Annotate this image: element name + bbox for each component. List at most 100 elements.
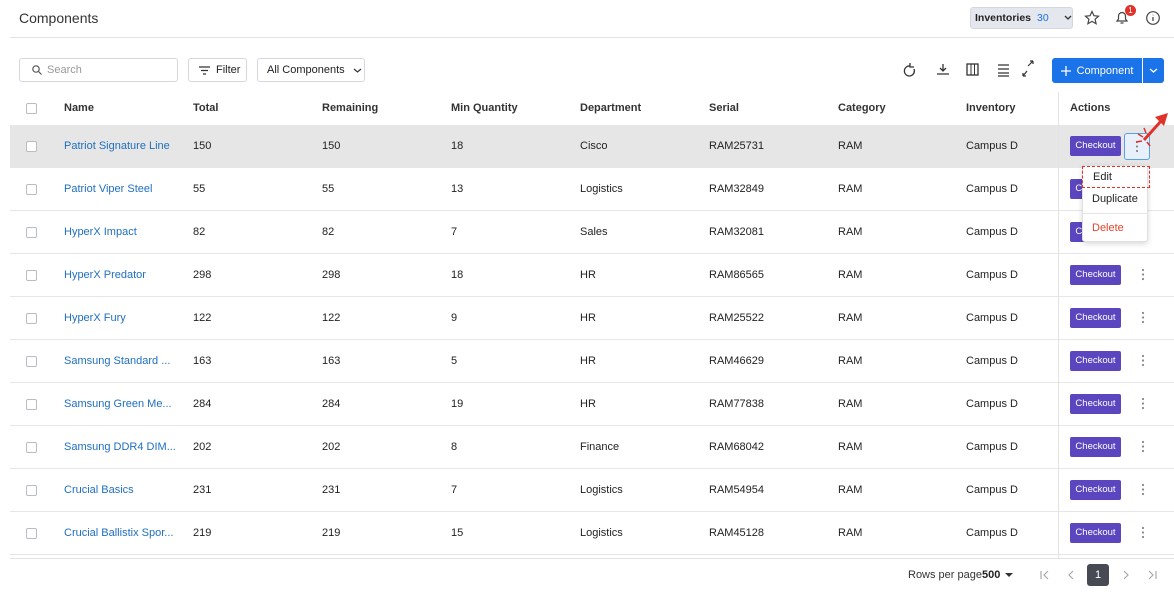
- row-checkbox[interactable]: [26, 313, 37, 324]
- cell: RAM: [838, 226, 863, 238]
- cell: Logistics: [580, 527, 623, 539]
- scope-select[interactable]: All Components: [257, 58, 365, 82]
- cell: Campus D: [966, 183, 1018, 195]
- table-row: [10, 168, 1174, 211]
- cell: HR: [580, 312, 596, 324]
- cell: Campus D: [966, 140, 1018, 152]
- component-name-link[interactable]: Patriot Signature Line: [64, 140, 170, 152]
- add-component-button[interactable]: Component: [1052, 58, 1142, 83]
- cell: Campus D: [966, 226, 1018, 238]
- toolbar-icons[interactable]: [900, 60, 1040, 80]
- action-menu: [1082, 165, 1148, 242]
- more-actions[interactable]: [1131, 391, 1157, 418]
- checkout-button[interactable]: Checkout: [1070, 265, 1121, 285]
- cell: Sales: [580, 226, 608, 238]
- cell: RAM68042: [709, 441, 765, 453]
- component-name-link[interactable]: Samsung Standard ...: [64, 355, 171, 367]
- cell: RAM32849: [709, 183, 765, 195]
- chevron: [353, 68, 362, 73]
- menu-item-edit[interactable]: Edit: [1082, 166, 1150, 188]
- info-icon[interactable]: [1145, 10, 1161, 26]
- checkout-button[interactable]: Checkout: [1070, 523, 1121, 543]
- filter-label: Filter: [216, 64, 241, 76]
- cell: Campus D: [966, 355, 1018, 367]
- table: Name Total Remaining Min Quantity Department…: [10, 92, 1174, 558]
- more-actions[interactable]: [1131, 305, 1157, 332]
- cell: Logistics: [580, 484, 623, 496]
- component-name-link[interactable]: Patriot Viper Steel: [64, 183, 153, 195]
- rows-per-page-select[interactable]: 500: [982, 569, 1014, 581]
- cell: 55: [193, 183, 206, 195]
- component-name-link[interactable]: HyperX Predator: [64, 269, 146, 281]
- checkout-button[interactable]: Checkout: [1070, 480, 1121, 500]
- more-actions[interactable]: [1131, 348, 1157, 375]
- chevron: [1064, 15, 1072, 20]
- search-box[interactable]: Search: [19, 58, 178, 82]
- component-name-link[interactable]: Crucial Ballistix Spor...: [64, 527, 174, 539]
- cell: RAM45128: [709, 527, 765, 539]
- chevron: [1149, 68, 1158, 73]
- caret: [1005, 573, 1014, 577]
- column-header: Inventory: [966, 102, 1016, 114]
- menu-item-delete[interactable]: Delete: [1092, 222, 1124, 234]
- more-actions[interactable]: [1131, 434, 1157, 461]
- table-row: [10, 383, 1174, 426]
- pager-prev[interactable]: [1036, 566, 1076, 584]
- cell: 8: [451, 441, 458, 453]
- row-checkbox[interactable]: [26, 184, 37, 195]
- component-name-link[interactable]: Crucial Basics: [64, 484, 134, 496]
- component-name-link[interactable]: Samsung DDR4 DIM...: [64, 441, 176, 453]
- inventories-count: 30: [1037, 12, 1049, 24]
- checkout-button[interactable]: Checkout: [1070, 351, 1121, 371]
- checkout-button[interactable]: Checkout: [1070, 394, 1121, 414]
- cell: 18: [451, 140, 464, 152]
- checkout-button[interactable]: Checkout: [1070, 136, 1121, 156]
- star-icon[interactable]: [1084, 10, 1100, 26]
- kebab-icon: [1141, 268, 1145, 281]
- kebab-icon: [1141, 397, 1145, 410]
- row-checkbox[interactable]: [26, 442, 37, 453]
- footer: [10, 558, 1174, 593]
- row-checkbox[interactable]: [26, 141, 37, 152]
- component-name-link[interactable]: HyperX Impact: [64, 226, 137, 238]
- cell: 82: [193, 226, 206, 238]
- bell-icon[interactable]: [1114, 9, 1130, 26]
- cell: Campus D: [966, 484, 1018, 496]
- row-checkbox[interactable]: [26, 270, 37, 281]
- cell: 219: [193, 527, 212, 539]
- row-checkbox[interactable]: [26, 485, 37, 496]
- cell: RAM: [838, 527, 863, 539]
- search-placeholder: Search: [47, 64, 82, 76]
- scope-label: All Components: [267, 64, 345, 76]
- inventories-label: Inventories: [975, 12, 1032, 24]
- current-page[interactable]: 1: [1087, 564, 1109, 586]
- header-checkbox[interactable]: [26, 103, 37, 114]
- menu-item-duplicate[interactable]: Duplicate: [1092, 193, 1138, 205]
- more-actions[interactable]: [1131, 520, 1157, 547]
- add-menu-toggle[interactable]: [1143, 58, 1164, 83]
- cell: RAM: [838, 140, 863, 152]
- cell: 231: [322, 484, 341, 496]
- more-actions[interactable]: [1131, 262, 1157, 289]
- pager-next[interactable]: [1118, 566, 1160, 584]
- filter-button[interactable]: Filter: [188, 58, 247, 82]
- component-name-link[interactable]: HyperX Fury: [64, 312, 126, 324]
- cell: HR: [580, 398, 596, 410]
- cell: RAM25731: [709, 140, 765, 152]
- row-checkbox[interactable]: [26, 399, 37, 410]
- component-name-link[interactable]: Samsung Green Me...: [64, 398, 172, 410]
- cell: 82: [322, 226, 335, 238]
- checkout-button[interactable]: Checkout: [1070, 308, 1121, 328]
- cell: 298: [322, 269, 341, 281]
- row-checkbox[interactable]: [26, 356, 37, 367]
- cell: RAM32081: [709, 226, 765, 238]
- inventories-selector[interactable]: Inventories 30: [970, 7, 1073, 29]
- more-actions[interactable]: [1131, 477, 1157, 504]
- cell: HR: [580, 355, 596, 367]
- row-checkbox[interactable]: [26, 528, 37, 539]
- cell: RAM: [838, 441, 863, 453]
- cell: 15: [451, 527, 464, 539]
- checkout-button[interactable]: Checkout: [1070, 437, 1121, 457]
- row-checkbox[interactable]: [26, 227, 37, 238]
- table-row: [10, 469, 1174, 512]
